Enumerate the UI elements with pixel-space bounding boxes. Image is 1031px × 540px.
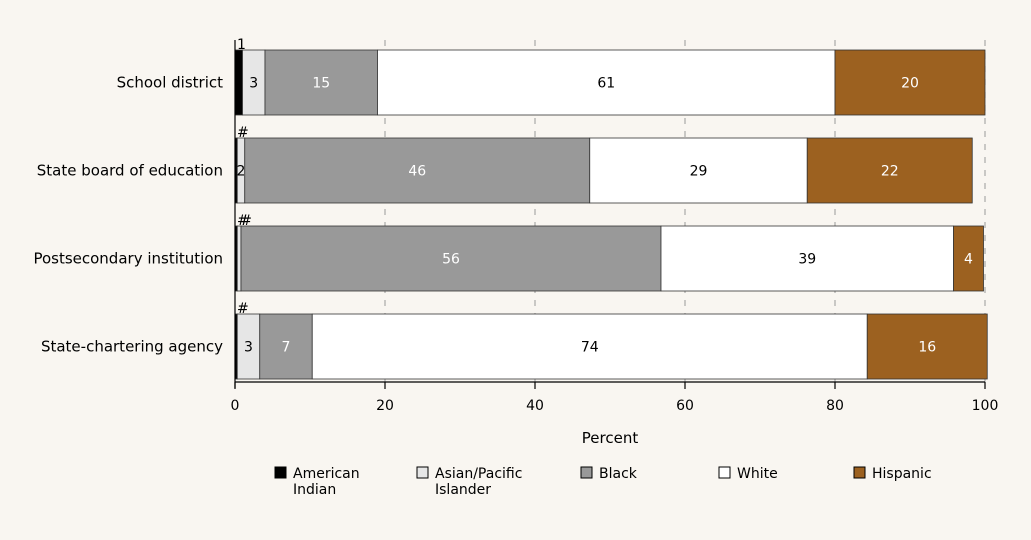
legend-label: Indian	[293, 482, 336, 498]
data-label: #	[237, 301, 249, 317]
data-label: 74	[581, 340, 599, 356]
bar-segment	[377, 49, 836, 116]
category-labels: School district State board of education P…	[33, 74, 223, 356]
bar-segment	[834, 49, 986, 116]
bar-segment	[244, 137, 591, 204]
data-label: 61	[597, 76, 615, 92]
legend-label: Black	[599, 466, 638, 482]
legend-swatch	[580, 466, 593, 479]
bar-segment	[240, 225, 662, 292]
data-label: 1	[237, 37, 246, 53]
x-tick-label: 100	[972, 398, 999, 414]
bar-segment	[806, 137, 973, 204]
legend-swatch	[416, 466, 429, 479]
data-label: 22	[881, 164, 899, 180]
data-label: 29	[690, 164, 708, 180]
bar-segment	[589, 137, 808, 204]
bars: 13 15 61 20#2 46 29 22##56 39 4#3 7 74 16	[234, 37, 988, 380]
x-axis-title: Percent	[582, 429, 639, 447]
x-tick-label: 0	[231, 398, 240, 414]
legend-label: Hispanic	[872, 466, 932, 482]
data-label: 56	[442, 252, 460, 268]
legend-label: Asian/Pacific	[435, 466, 522, 482]
data-label: 16	[918, 340, 936, 356]
data-label: 4	[964, 252, 973, 268]
legend-label: American	[293, 466, 360, 482]
data-label: 20	[901, 76, 919, 92]
category-label: School district	[117, 74, 224, 92]
bar-segment	[866, 313, 988, 380]
category-label: State board of education	[37, 162, 223, 180]
data-label: 2	[237, 164, 246, 180]
data-label: #	[237, 213, 249, 229]
data-label: 15	[312, 76, 330, 92]
data-label: #	[237, 125, 249, 141]
category-label: Postsecondary institution	[33, 250, 223, 268]
legend-label: Islander	[435, 482, 491, 498]
bar-segment	[953, 225, 984, 292]
data-label: 3	[249, 76, 258, 92]
x-axis: 0 20 40 60 80 100	[231, 40, 999, 414]
legend-swatch	[718, 466, 731, 479]
data-label: 39	[798, 252, 816, 268]
data-label: 7	[282, 340, 291, 356]
legend-label: White	[737, 466, 778, 482]
bar-segment	[236, 225, 242, 292]
data-label: 3	[244, 340, 253, 356]
bar-segment	[234, 49, 243, 116]
bar-segment	[660, 225, 954, 292]
legend-swatch	[274, 466, 287, 479]
legend-swatch	[853, 466, 866, 479]
category-label: State-chartering agency	[41, 338, 223, 356]
x-tick-label: 40	[526, 398, 544, 414]
x-tick-label: 80	[826, 398, 844, 414]
x-tick-label: 20	[376, 398, 394, 414]
data-label: 46	[408, 164, 426, 180]
x-tick-label: 60	[676, 398, 694, 414]
data-label: #	[240, 213, 252, 229]
bar-segment	[311, 313, 868, 380]
